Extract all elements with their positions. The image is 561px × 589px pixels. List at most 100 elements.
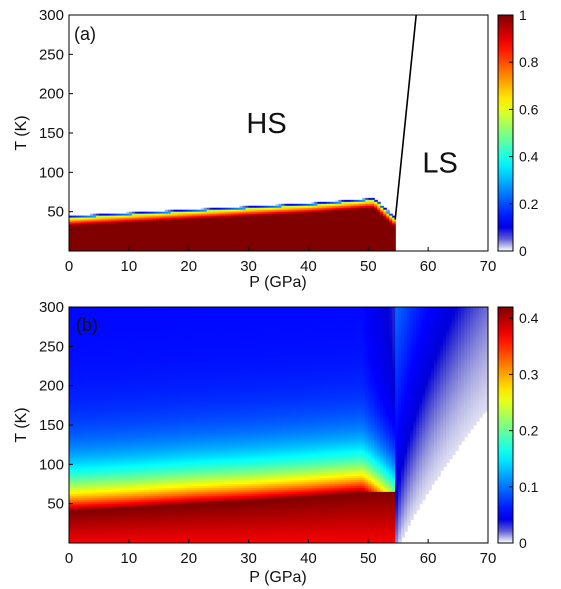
heat-cell xyxy=(104,495,109,499)
heat-cell xyxy=(69,533,73,536)
heat-cell xyxy=(338,207,342,211)
heat-cell xyxy=(344,223,348,227)
heat-cell xyxy=(284,247,289,250)
heat-cell xyxy=(122,413,127,416)
heat-cell xyxy=(296,213,301,217)
heat-cell xyxy=(197,237,202,240)
heat-cell xyxy=(110,495,115,499)
heat-cell xyxy=(71,513,76,517)
heat-cell xyxy=(95,373,100,377)
heat-cell xyxy=(69,318,73,322)
heat-cell xyxy=(266,245,271,248)
heat-cell xyxy=(191,247,196,250)
heat-cell xyxy=(71,417,76,420)
heat-cell xyxy=(107,316,112,320)
heat-cell xyxy=(167,221,172,225)
heat-cell xyxy=(233,227,238,230)
heat-cell xyxy=(128,227,133,230)
heat-cell xyxy=(257,227,262,230)
heat-cell xyxy=(74,442,79,446)
heat-cell xyxy=(80,511,85,515)
heat-cell xyxy=(380,213,384,217)
heat-cell xyxy=(77,452,82,456)
heat-cell xyxy=(110,430,115,434)
heat-cell xyxy=(116,523,121,526)
heat-cell xyxy=(107,320,112,324)
heat-cell xyxy=(80,352,85,355)
heat-cell xyxy=(230,225,235,228)
heat-cell xyxy=(86,434,91,438)
heat-cell xyxy=(221,211,226,215)
heat-cell xyxy=(341,227,345,230)
heat-cell xyxy=(69,383,73,387)
heat-cell xyxy=(323,223,327,227)
heat-cell xyxy=(77,307,82,310)
heat-cell xyxy=(86,235,91,238)
heat-cell xyxy=(197,211,202,215)
heat-cell xyxy=(182,245,187,248)
heat-cell xyxy=(119,476,124,479)
heat-cell xyxy=(119,225,124,228)
heat-cell xyxy=(290,233,295,236)
heat-cell xyxy=(212,243,217,246)
heat-cell xyxy=(113,360,118,363)
heat-cell xyxy=(92,462,97,465)
heat-cell xyxy=(104,243,109,246)
heat-cell xyxy=(281,221,286,225)
heat-cell xyxy=(353,247,357,250)
heat-cell xyxy=(107,229,112,232)
heat-cell xyxy=(71,519,76,522)
heat-cell xyxy=(92,389,97,393)
heat-cell xyxy=(113,344,118,347)
heat-cell xyxy=(98,346,103,349)
heat-cell xyxy=(128,241,133,244)
heat-cell xyxy=(116,480,121,483)
heat-cell xyxy=(188,223,193,227)
heat-cell xyxy=(107,446,112,450)
heat-cell xyxy=(122,393,127,397)
heat-cell xyxy=(122,383,127,387)
heat-cell xyxy=(269,245,274,248)
heat-cell xyxy=(95,227,100,230)
heat-cell xyxy=(107,472,112,475)
heat-cell xyxy=(299,249,304,251)
heat-cell xyxy=(320,239,324,242)
heat-cell xyxy=(224,243,229,246)
heat-cell xyxy=(74,373,79,377)
heat-cell xyxy=(101,379,106,383)
heat-cell xyxy=(227,207,232,211)
heat-cell xyxy=(98,239,103,242)
heat-cell xyxy=(362,213,366,217)
heat-cell xyxy=(335,217,339,221)
heat-cell xyxy=(158,219,163,223)
heat-cell xyxy=(71,350,76,353)
heat-cell xyxy=(311,205,316,209)
heat-cell xyxy=(347,201,351,205)
heat-cell xyxy=(69,379,73,383)
heat-cell xyxy=(284,207,289,211)
heat-cell xyxy=(137,211,142,215)
heat-cell xyxy=(200,231,205,234)
heat-cell xyxy=(101,322,106,326)
heat-cell xyxy=(287,231,292,234)
heat-cell xyxy=(110,527,115,530)
heat-cell xyxy=(314,205,319,209)
heat-cell xyxy=(107,377,112,381)
heat-cell xyxy=(80,348,85,351)
heat-cell xyxy=(74,379,79,383)
heat-cell xyxy=(137,237,142,240)
heat-cell xyxy=(344,211,348,215)
heat-cell xyxy=(71,373,76,377)
heat-cell xyxy=(80,411,85,414)
heat-cell xyxy=(173,217,178,221)
heat-cell xyxy=(95,356,100,359)
heat-cell xyxy=(89,425,94,428)
heat-cell xyxy=(69,539,73,542)
heat-cell xyxy=(227,243,232,246)
heat-cell xyxy=(119,320,124,324)
heat-cell xyxy=(89,227,94,230)
heat-cell xyxy=(89,375,94,379)
heat-cell xyxy=(92,235,97,238)
heat-cell xyxy=(326,241,330,244)
heat-cell xyxy=(371,211,375,215)
